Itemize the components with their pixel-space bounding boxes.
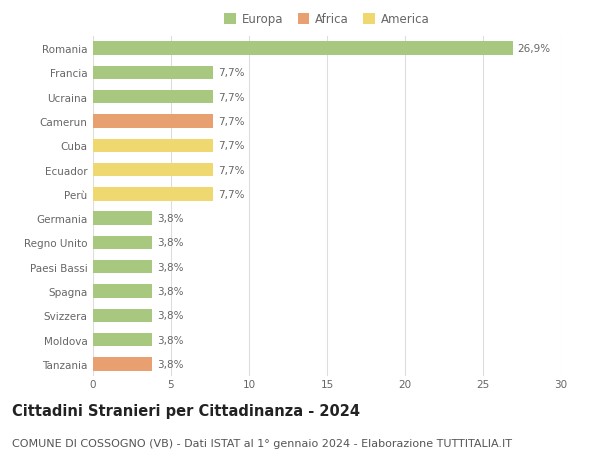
Bar (93, 139, 213, 152)
Text: 7,7%: 7,7% (218, 92, 244, 102)
Bar (93, 115, 213, 129)
Text: 3,8%: 3,8% (157, 238, 184, 248)
Bar (93, 309, 152, 322)
Text: Cittadini Stranieri per Cittadinanza - 2024: Cittadini Stranieri per Cittadinanza - 2… (12, 403, 360, 419)
Bar (93, 67, 213, 80)
Bar (93, 261, 152, 274)
Text: 3,8%: 3,8% (157, 214, 184, 224)
Bar (93, 285, 152, 298)
Bar (93, 91, 213, 104)
Text: 7,7%: 7,7% (218, 117, 244, 127)
Text: 7,7%: 7,7% (218, 165, 244, 175)
Bar (93, 188, 213, 201)
Bar (93, 333, 152, 347)
Text: 26,9%: 26,9% (517, 44, 550, 54)
Bar (93, 212, 152, 225)
Text: 3,8%: 3,8% (157, 311, 184, 321)
Text: 3,8%: 3,8% (157, 286, 184, 297)
Text: 3,8%: 3,8% (157, 335, 184, 345)
Text: 7,7%: 7,7% (218, 141, 244, 151)
Text: 7,7%: 7,7% (218, 68, 244, 78)
Text: 7,7%: 7,7% (218, 190, 244, 199)
Text: COMUNE DI COSSOGNO (VB) - Dati ISTAT al 1° gennaio 2024 - Elaborazione TUTTITALI: COMUNE DI COSSOGNO (VB) - Dati ISTAT al … (12, 438, 512, 448)
Bar (93, 358, 152, 371)
Text: 3,8%: 3,8% (157, 262, 184, 272)
Bar (93, 236, 152, 250)
Bar (93, 42, 512, 56)
Legend: Europa, Africa, America: Europa, Africa, America (220, 9, 434, 31)
Text: 3,8%: 3,8% (157, 359, 184, 369)
Bar (93, 163, 213, 177)
